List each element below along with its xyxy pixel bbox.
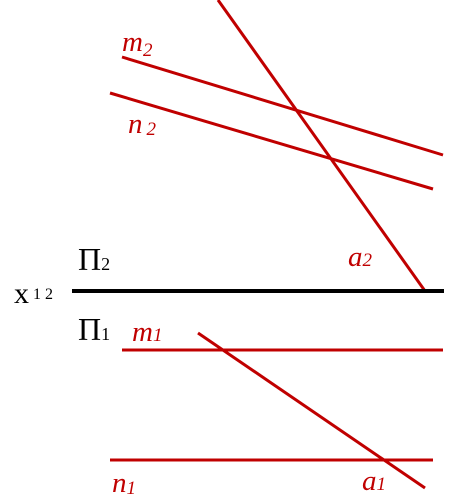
label-a1: a1 [362, 465, 386, 497]
label-m1: m1 [132, 316, 162, 348]
label-m2: m2 [122, 26, 153, 61]
line-m2 [121, 55, 444, 157]
line-a2 [216, 0, 427, 292]
label-pi2: Π2 [78, 241, 110, 277]
line-n2 [109, 91, 434, 191]
line-a1 [197, 331, 426, 490]
label-a2: a2 [348, 241, 373, 273]
label-pi1: Π1 [78, 311, 110, 347]
label-n1: n1 [112, 467, 136, 499]
